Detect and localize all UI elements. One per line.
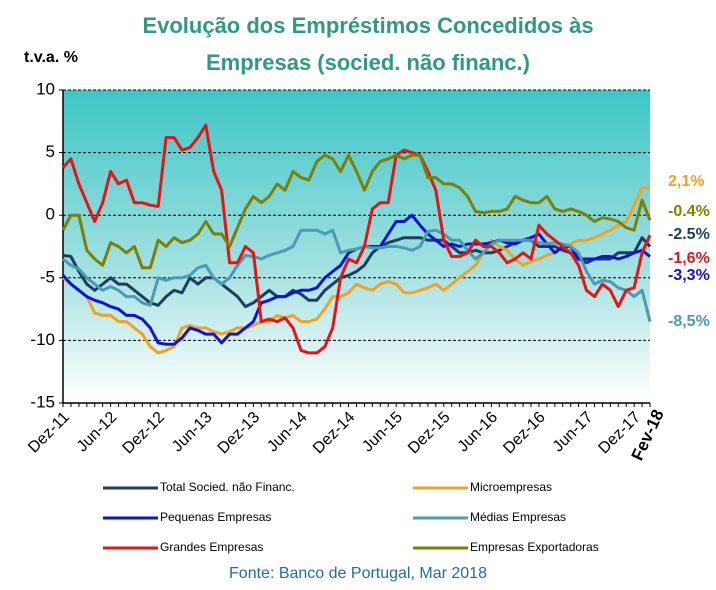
source: Fonte: Banco de Portugal, Mar 2018 — [229, 565, 487, 582]
legend-label: Médias Empresas — [470, 510, 566, 524]
end-label: -0.4% — [668, 203, 710, 220]
x-tick-label: Dez-12 — [120, 409, 169, 458]
legend-label: Empresas Exportadoras — [470, 540, 599, 554]
y-tick-label: 0 — [46, 205, 55, 224]
x-tick-label: Jun-14 — [264, 409, 311, 456]
end-label: -2.5% — [668, 226, 710, 243]
x-tick-label: Dez-14 — [310, 409, 359, 458]
end-label: -3,3% — [668, 267, 710, 284]
x-tick-label: Dez-16 — [500, 409, 549, 458]
y-tick-label: -10 — [30, 330, 55, 349]
end-label: -1,6% — [668, 250, 710, 267]
series-line — [61, 153, 652, 270]
y-tick-label: -5 — [40, 267, 55, 286]
legend-label: Microempresas — [470, 480, 552, 494]
series-line — [62, 236, 652, 309]
end-label: -8,5% — [668, 313, 710, 330]
y-tick-label: -15 — [30, 392, 55, 411]
y-tick-label: 10 — [36, 79, 55, 98]
series-line — [61, 123, 652, 355]
series-line — [62, 228, 652, 322]
series-line — [62, 186, 651, 355]
x-tick-label: Dez-11 — [25, 409, 73, 457]
y-axis-label: t.v.a. % — [24, 49, 78, 66]
x-tick-label: Dez-15 — [405, 409, 454, 458]
chart-title: Evolução dos Empréstimos Concedidos às — [142, 13, 593, 38]
legend-label: Grandes Empresas — [160, 540, 263, 554]
x-tick-label: Jun-17 — [550, 409, 597, 456]
x-tick-label: Jun-12 — [74, 409, 121, 456]
legend-label: Total Socied. não Financ. — [160, 480, 295, 494]
legend-label: Pequenas Empresas — [160, 510, 271, 524]
x-tick-label: Dez-13 — [215, 409, 264, 458]
end-label: 2,1% — [668, 173, 704, 190]
y-tick-label: 5 — [46, 142, 55, 161]
x-tick-label: Jun-16 — [455, 409, 502, 456]
x-tick-label: Jun-15 — [359, 409, 406, 456]
x-tick-label: Jun-13 — [169, 409, 216, 456]
chart-title: Empresas (socied. não financ.) — [206, 50, 530, 75]
